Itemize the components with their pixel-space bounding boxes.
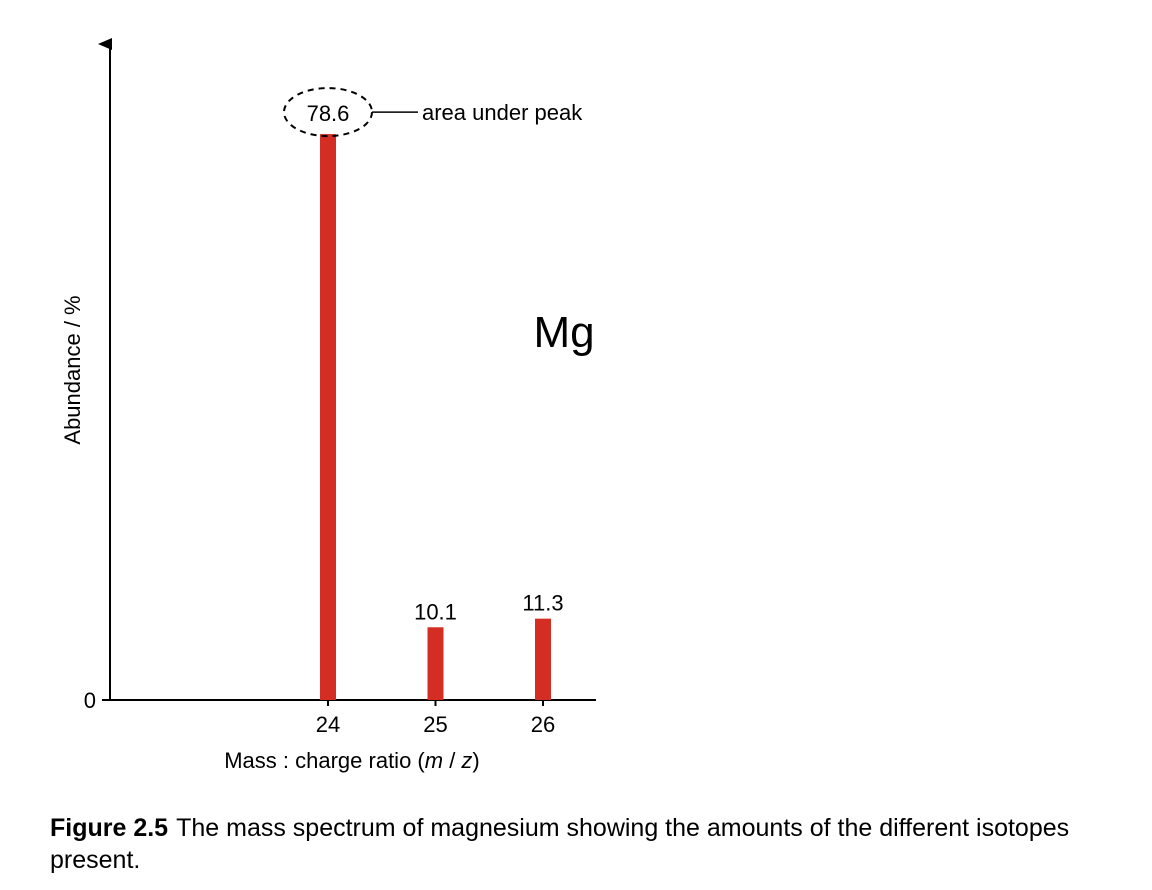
annotation-label: area under peak <box>422 100 583 125</box>
figure-number: Figure 2.5 <box>50 814 169 842</box>
annotation: area under peak <box>283 87 583 138</box>
y-tick-label-zero: 0 <box>84 688 96 713</box>
x-tick-label-25: 25 <box>423 712 447 737</box>
data-labels: 78.6 10.1 11.3 <box>307 101 564 624</box>
x-tick-label-24: 24 <box>316 712 340 737</box>
element-label: Mg <box>533 308 594 357</box>
x-tick-label-26: 26 <box>531 712 555 737</box>
data-label-mz-25: 10.1 <box>414 599 457 624</box>
bar-mz-26 <box>535 618 551 700</box>
y-axis-title: Abundance / % <box>60 295 85 444</box>
bar-group <box>320 134 551 700</box>
x-axis-title: Mass : charge ratio (m / z) <box>224 748 480 773</box>
data-label-mz-24: 78.6 <box>307 101 350 126</box>
data-label-mz-26: 11.3 <box>522 591 563 616</box>
bar-mz-25 <box>427 627 444 700</box>
bar-mz-24 <box>320 134 336 700</box>
caption-text: The mass spectrum of magnesium showing t… <box>50 814 1070 874</box>
mass-spectrum-chart: 0 Abundance / % Mass : charge ratio (m /… <box>60 38 596 773</box>
x-tick-labels: 24 25 26 <box>316 700 555 737</box>
figure-caption: Figure 2.5 The mass spectrum of magnesium… <box>50 812 1110 876</box>
